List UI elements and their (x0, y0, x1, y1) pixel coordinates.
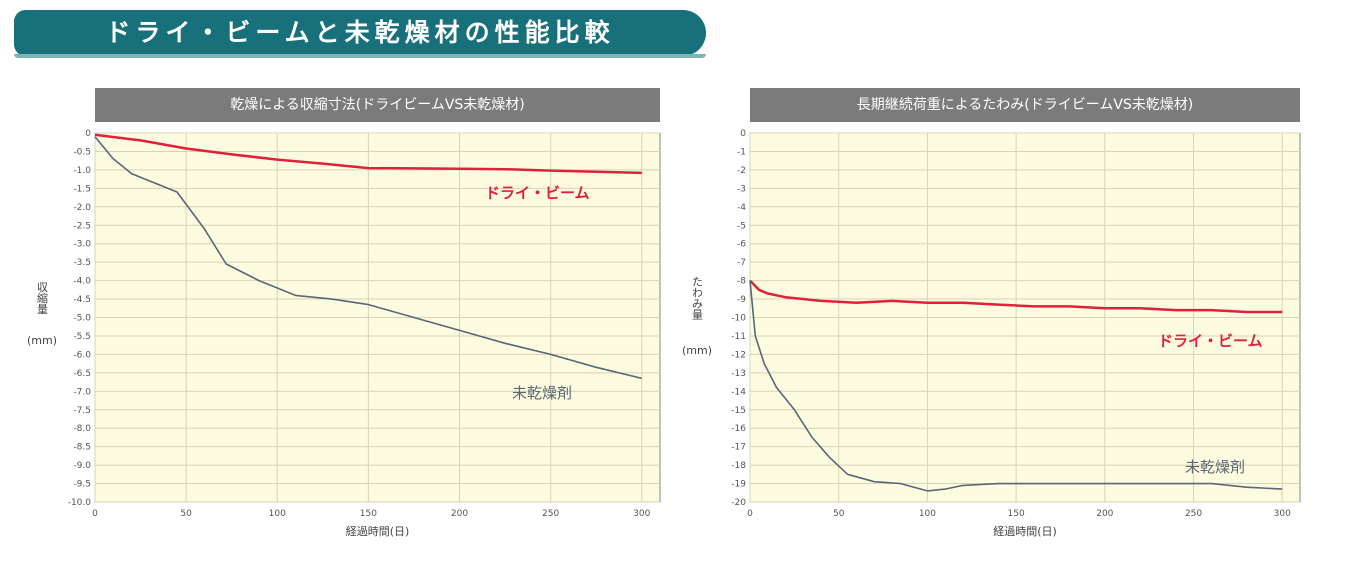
chart-title: 長期継続荷重によるたわみ(ドライビームVS未乾燥材) (750, 88, 1300, 122)
y-axis-label: たわみ量 (691, 276, 704, 320)
y-tick-label: -5.0 (73, 314, 91, 324)
y-tick-label: -6.0 (73, 350, 91, 360)
x-tick-label: 50 (180, 509, 192, 519)
x-tick-label: 0 (747, 509, 753, 519)
banner-shadow (14, 54, 706, 58)
y-tick-label: -2.5 (73, 221, 91, 231)
y-tick-label: -19 (731, 480, 746, 490)
y-tick-label: -1.0 (73, 166, 91, 176)
deflection-chart: 長期継続荷重によるたわみ(ドライビームVS未乾燥材) 0 -1 -2 -3 -4 -5 -6… (660, 88, 1340, 558)
shrinkage-chart: 乾燥による収縮寸法(ドライビームVS未乾燥材) 0 -0.5 -1.0 -1.5 -2.… (0, 88, 680, 558)
y-tick-label: -4.0 (73, 277, 91, 287)
y-tick-label: -15 (731, 406, 746, 416)
y-tick-label: -2 (737, 166, 746, 176)
y-tick-label: -3.5 (73, 258, 91, 268)
y-tick-label: -7.0 (73, 387, 91, 397)
x-tick-label: 0 (92, 509, 98, 519)
series-label: ドライ・ビーム (1158, 332, 1263, 350)
y-axis-unit: (mm) (682, 344, 712, 357)
y-tick-label: -1 (737, 147, 746, 157)
series-label: ドライ・ビーム (485, 184, 590, 202)
deflection-chart-svg: 0 -1 -2 -3 -4 -5 -6 -7 -8 -9 -10 -11 -12 -13 -14 -15 -16… (682, 129, 1301, 538)
x-tick-label: 250 (1185, 509, 1202, 519)
y-tick-label: -1.5 (73, 184, 91, 194)
y-tick-label: -13 (731, 369, 746, 379)
y-tick-label: -4 (737, 203, 746, 213)
y-tick-label: -11 (731, 332, 746, 342)
y-tick-label: -7.5 (73, 406, 91, 416)
y-tick-label: 0 (740, 129, 746, 139)
x-tick-label: 150 (360, 509, 377, 519)
y-axis-unit: (mm) (27, 334, 57, 347)
y-tick-label: -7 (737, 258, 746, 268)
y-tick-label: -6.5 (73, 369, 91, 379)
y-tick-label: -10.0 (68, 498, 92, 508)
series-line (94, 136, 642, 380)
y-tick-label: -3.0 (73, 240, 91, 250)
y-tick-label: -9 (737, 295, 746, 305)
y-tick-label: -12 (731, 350, 746, 360)
x-axis-label: 経過時間(日) (993, 525, 1057, 538)
x-axis-label: 経過時間(日) (346, 525, 410, 538)
series-line (749, 280, 1283, 492)
series-line (749, 279, 1283, 314)
y-tick-label: -2.0 (73, 203, 91, 213)
y-tick-label: -5 (737, 221, 746, 231)
x-tick-label: 100 (919, 509, 936, 519)
x-tick-label: 100 (269, 509, 286, 519)
y-tick-label: -0.5 (73, 147, 91, 157)
y-tick-label: -16 (731, 424, 746, 434)
x-tick-label: 250 (542, 509, 559, 519)
chart-title: 乾燥による収縮寸法(ドライビームVS未乾燥材) (95, 88, 660, 122)
x-tick-label: 300 (1274, 509, 1291, 519)
y-tick-label: -8 (737, 277, 746, 287)
y-tick-label: -8.5 (73, 443, 91, 453)
y-tick-label: -18 (731, 461, 746, 471)
y-tick-label: -8.0 (73, 424, 91, 434)
x-tick-label: 200 (451, 509, 468, 519)
y-tick-label: -4.5 (73, 295, 91, 305)
y-tick-label: -3 (737, 184, 746, 194)
y-tick-label: 0 (85, 129, 91, 139)
y-tick-label: -14 (731, 387, 746, 397)
y-tick-label: -9.5 (73, 480, 91, 490)
y-tick-label: -9.0 (73, 461, 91, 471)
x-tick-label: 50 (833, 509, 845, 519)
series-label: 未乾燥剤 (512, 384, 572, 402)
x-tick-label: 200 (1096, 509, 1113, 519)
y-tick-label: -6 (737, 240, 746, 250)
banner-title: ドライ・ビームと未乾燥材の性能比較 (105, 18, 615, 47)
y-tick-label: -10 (731, 314, 746, 324)
banner-background (14, 10, 706, 56)
y-axis-label: 収縮量 (36, 281, 49, 314)
series-label: 未乾燥剤 (1185, 458, 1245, 476)
banner: ドライ・ビームと未乾燥材の性能比較 (14, 10, 706, 58)
y-tick-label: -20 (731, 498, 746, 508)
y-tick-label: -5.5 (73, 332, 91, 342)
y-tick-label: -17 (731, 443, 746, 453)
series-line (94, 133, 642, 175)
shrinkage-chart-svg: 0 -0.5 -1.0 -1.5 -2.0 -2.5 -3.0 -3.5 -4.0 -4.5 -5.… (27, 129, 661, 538)
x-tick-label: 150 (1008, 509, 1025, 519)
x-tick-label: 300 (633, 509, 650, 519)
